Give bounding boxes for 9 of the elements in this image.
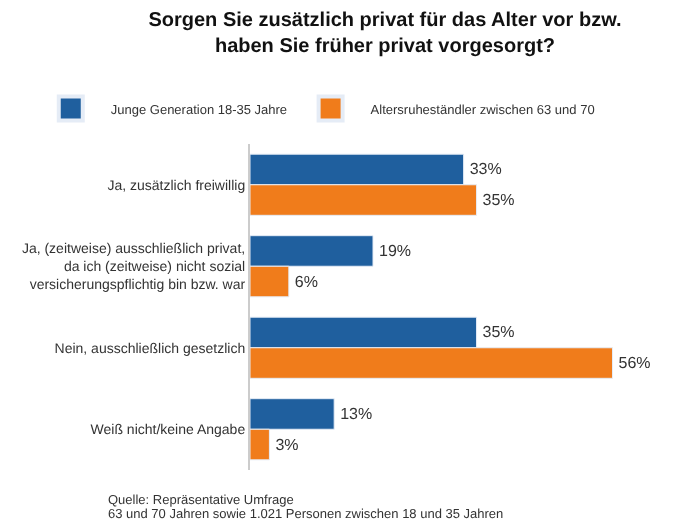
data-label: 6% bbox=[294, 272, 318, 291]
data-label: 33% bbox=[469, 160, 502, 179]
data-label: 3% bbox=[275, 435, 299, 454]
chart-title: Sorgen Sie zusätzlich privat für das Alter vor bzw. haben Sie früher privat vorgesorgt? bbox=[148, 10, 622, 59]
data-label: 13% bbox=[340, 404, 373, 423]
data-label: 56% bbox=[618, 354, 651, 373]
data-label: 35% bbox=[482, 323, 515, 342]
data-label: 19% bbox=[379, 241, 412, 260]
data-label: 35% bbox=[482, 191, 515, 210]
